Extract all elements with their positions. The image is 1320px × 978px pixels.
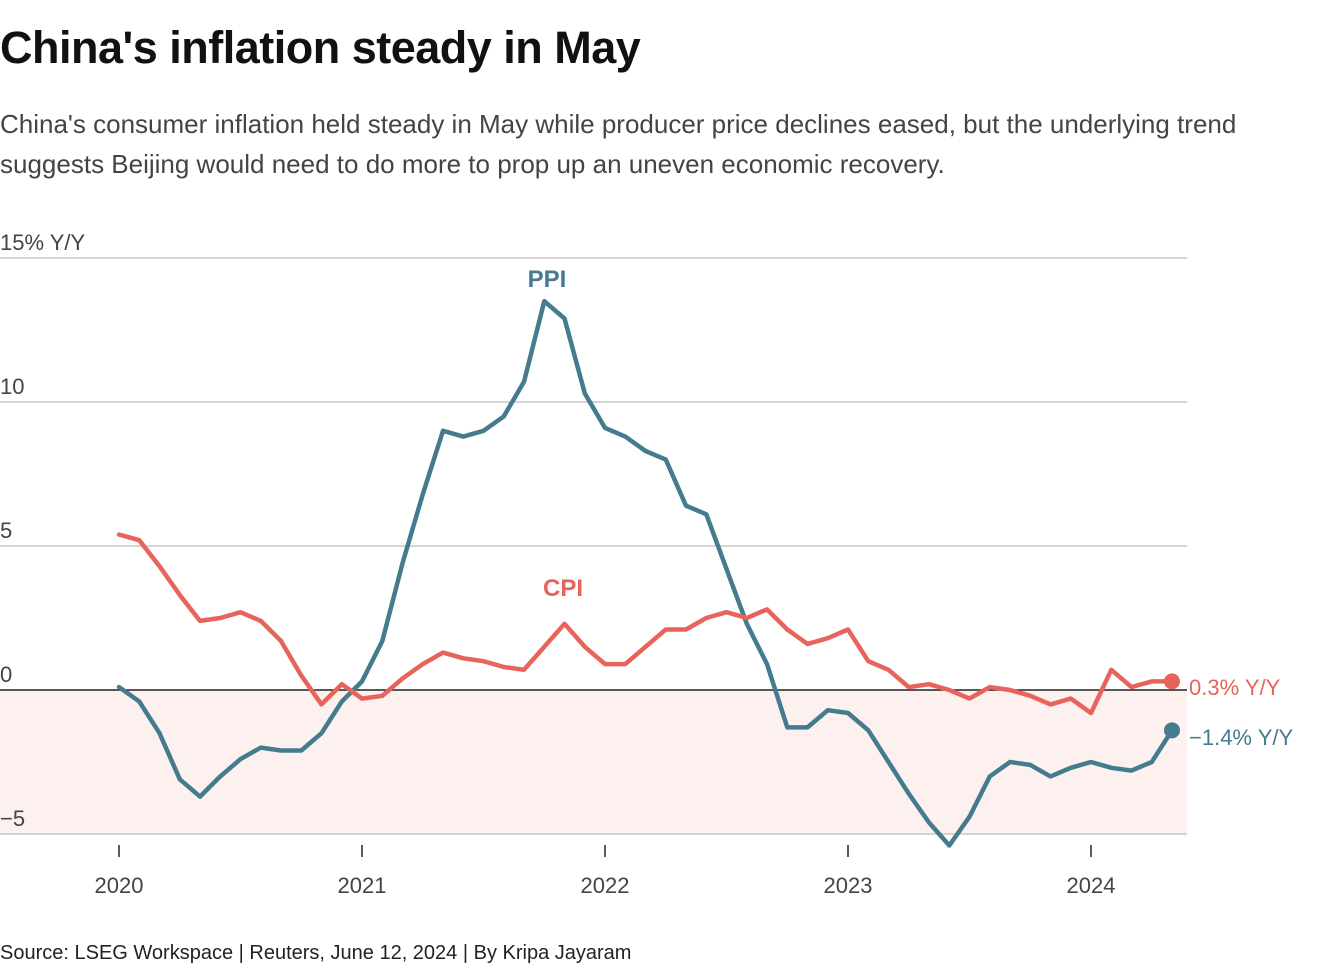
y-tick-label: 15% Y/Y [0,230,86,255]
series-line-ppi [116,298,1175,848]
chart-title: China's inflation steady in May [0,22,641,73]
line-chart: 15% Y/Y 10 5 0 −5 2020 2021 2022 2023 2024 PPI CPI 0… [0,230,1293,898]
series-name-cpi: CPI [543,575,583,602]
x-tick-label: 2023 [824,873,873,898]
end-value-cpi: 0.3% Y/Y [1189,675,1281,700]
y-tick-label: −5 [0,806,25,831]
series-end-point-cpi [1164,673,1180,690]
source-note: Source: LSEG Workspace | Reuters, June 1… [0,942,632,964]
negative-shading [0,690,1187,834]
y-tick-label: 0 [0,662,12,687]
chart-subtitle: China's consumer inflation held steady i… [0,109,1237,179]
series-line-cpi [116,532,1175,716]
end-value-ppi: −1.4% Y/Y [1189,725,1293,750]
x-tick-label: 2021 [338,873,387,898]
series-name-ppi: PPI [528,266,567,293]
x-tick-label: 2020 [95,873,144,898]
x-tick-label: 2024 [1067,873,1116,898]
series-end-point-ppi [1164,722,1180,739]
y-tick-label: 5 [0,518,12,543]
y-tick-label: 10 [0,374,24,399]
x-tick-label: 2022 [581,873,630,898]
